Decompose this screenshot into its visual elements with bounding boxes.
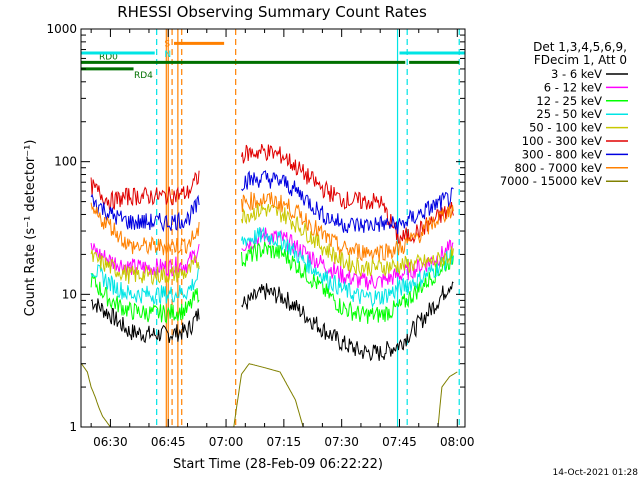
flag-label-rd4: RD4 [134,71,153,81]
x-tick-label-0: 06:30 [93,435,128,449]
legend: Det 1,3,4,5,6,9, FDecim 1, Att 0 3 - 6 k… [500,40,628,188]
legend-label-6-12-kev: 6 - 12 keV [544,80,602,94]
y-tick-label-1: 10 [62,287,77,301]
legend-label-800-7000-kev: 800 - 7000 keV [514,161,602,175]
series-line-25-50-kev [90,226,454,309]
y-axis-label: Count Rate (s⁻¹ detector⁻¹) [23,140,38,317]
data-layer: RD0 RD4 SN [81,29,465,428]
legend-header-line-1: Det 1,3,4,5,6,9, [533,40,627,54]
series-line-100-300-kev [90,143,454,244]
timestamp: 14-Oct-2021 01:28 [553,468,639,478]
legend-label-300-800-kev: 300 - 800 keV [522,147,602,161]
x-tick-label-5: 07:45 [382,435,417,449]
series-line-3-6-kev [90,281,454,362]
legend-label-3-6-kev: 3 - 6 keV [551,67,602,81]
y-tick-label-3: 1000 [46,22,77,36]
x-tick-label-3: 07:15 [267,435,302,449]
flag-label-s: S [164,39,170,49]
legend-label-7000-15000-kev: 7000 - 15000 keV [500,174,602,188]
x-axis-label: Start Time (28-Feb-09 06:22:22) [173,457,383,472]
x-tick-label-2: 07:00 [209,435,244,449]
x-tick-label-1: 06:45 [151,435,186,449]
series-line-12-25-kev [90,241,454,324]
axis-layer: 06:30 06:45 07:00 07:15 07:30 07:45 08:00 1 10 10… [46,22,474,449]
series-line-50-100-kev [90,202,454,286]
flag-label-rd0: RD0 [99,52,118,62]
legend-header-line-2: FDecim 1, Att 0 [534,53,627,67]
series-line-300-800-kev [90,170,454,235]
series-line-800-7000-kev [90,191,454,262]
legend-label-100-300-kev: 100 - 300 keV [522,134,602,148]
series-line-7000-15000-kev [81,363,458,428]
y-tick-label-0: 1 [69,420,77,434]
series-line-6-12-kev [90,227,454,291]
y-tick-label-2: 100 [54,155,77,169]
legend-label-25-50-kev: 25 - 50 keV [536,107,602,121]
x-tick-label-6: 08:00 [440,435,475,449]
flag-label-n: N [164,50,171,60]
legend-label-50-100-kev: 50 - 100 keV [529,121,602,135]
legend-label-12-25-kev: 12 - 25 keV [536,94,602,108]
chart-title: RHESSI Observing Summary Count Rates [117,3,427,21]
x-tick-label-4: 07:30 [324,435,359,449]
plot-frame [80,28,466,428]
